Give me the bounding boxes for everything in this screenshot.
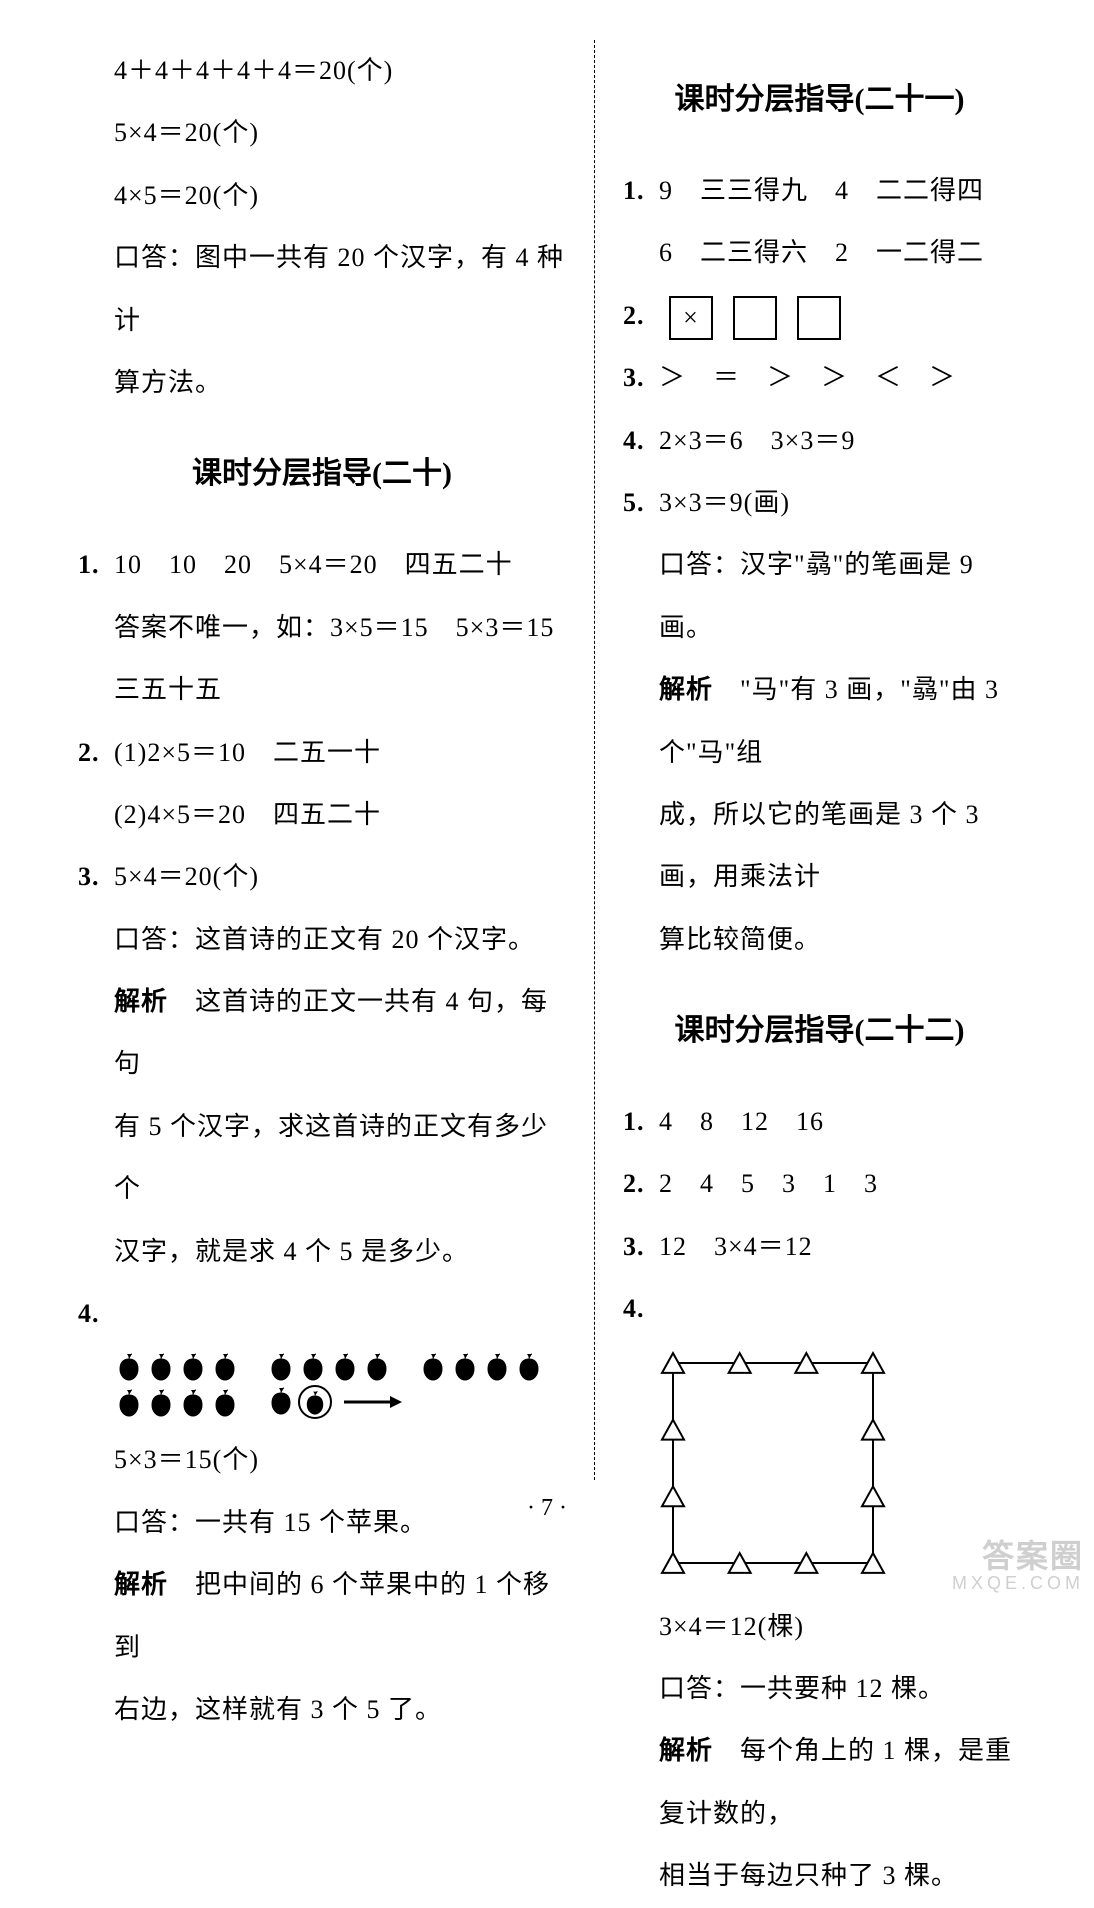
right-column: 课时分层指导(二十一) 1.9 三三得九 4 二二得四 6 二三得六 2 一二得… (595, 40, 1034, 1480)
intro-line: 4＋4＋4＋4＋4＝20(个) (78, 40, 566, 102)
s22-q4-jx: 解析 每个角上的 1 棵，是重复计数的， (623, 1720, 1016, 1845)
intro-line: 5×4＝20(个) (78, 102, 566, 164)
q-num: 3. (78, 846, 114, 908)
q-num: 1. (78, 534, 114, 596)
analysis-label: 解析 (659, 1736, 713, 1765)
q-num: 3. (623, 347, 659, 409)
q-num: 2. (623, 285, 659, 347)
q-num: 2. (78, 722, 114, 784)
s22-q1: 1.4 8 12 16 (623, 1091, 1016, 1153)
section-heading-20: 课时分层指导(二十) (78, 432, 566, 516)
s22-q4-eq: 3×4＝12(棵) (623, 1596, 1016, 1658)
q-num: 1. (623, 160, 659, 222)
r-q5-line: 解析 "马"有 3 画，"骉"由 3 个"马"组 (623, 659, 1016, 784)
analysis-label: 解析 (659, 675, 713, 704)
q2-line: 2.(1)2×5＝10 二五一十 (78, 722, 566, 784)
q3-line: 口答：这首诗的正文有 20 个汉字。 (78, 909, 566, 971)
r-q2-line: 2.× (623, 285, 1016, 347)
analysis-label: 解析 (114, 987, 168, 1016)
s22-q2: 2.2 4 5 3 1 3 (623, 1153, 1016, 1215)
s22-q4-jx: 相当于每边只种了 3 棵。 (623, 1845, 1016, 1907)
s22-q4-ans: 口答：一共要种 12 棵。 (623, 1658, 1016, 1720)
q3-line: 3.5×4＝20(个) (78, 846, 566, 908)
r-q5-line: 算比较简便。 (623, 909, 1016, 971)
q-num: 1. (623, 1091, 659, 1153)
r-q5-line: 口答：汉字"骉"的笔画是 9 画。 (623, 534, 1016, 659)
s22-q3: 3.12 3×4＝12 (623, 1216, 1016, 1278)
page-number: · 7 · (0, 1495, 1094, 1522)
section-heading-22: 课时分层指导(二十二) (623, 989, 1016, 1073)
intro-line: 4×5＝20(个) (78, 165, 566, 227)
q-num: 2. (623, 1153, 659, 1215)
q-num: 3. (623, 1216, 659, 1278)
q4-jx: 解析 把中间的 6 个苹果中的 1 个移到 (78, 1554, 566, 1679)
q-num: 4. (78, 1283, 114, 1345)
r-q1-line: 6 二三得六 2 一二得二 (623, 222, 1016, 284)
left-column: 4＋4＋4＋4＋4＝20(个) 5×4＝20(个) 4×5＝20(个) 口答：图… (60, 40, 595, 1480)
analysis-label: 解析 (114, 1570, 168, 1599)
watermark-title: 答案圈 (952, 1539, 1084, 1574)
r-q5-line: 成，所以它的笔画是 3 个 3 画，用乘法计 (623, 784, 1016, 909)
answer-box: × (669, 296, 713, 340)
q1-line: 1.10 10 20 5×4＝20 四五二十 (78, 534, 566, 596)
r-q5-line: 5.3×3＝9(画) (623, 472, 1016, 534)
q1-line: 答案不唯一，如：3×5＝15 5×3＝15 (78, 597, 566, 659)
answer-box (733, 296, 777, 340)
watermark: 答案圈 MXQE.COM (952, 1539, 1084, 1594)
q3-line: 解析 这首诗的正文一共有 4 句，每句 (78, 971, 566, 1096)
q-num: 4. (623, 1278, 659, 1340)
apples-diagram (78, 1351, 566, 1419)
intro-line: 算方法。 (78, 352, 566, 414)
watermark-url: MXQE.COM (952, 1574, 1084, 1594)
q3-line: 有 5 个汉字，求这首诗的正文有多少个 (78, 1096, 566, 1221)
page: 4＋4＋4＋4＋4＝20(个) 5×4＝20(个) 4×5＝20(个) 口答：图… (0, 0, 1094, 1500)
q4-jx: 右边，这样就有 3 个 5 了。 (78, 1679, 566, 1741)
q-num: 5. (623, 472, 659, 534)
q4-header: 4. (78, 1283, 566, 1345)
q1-line: 三五十五 (78, 659, 566, 721)
answer-box (797, 296, 841, 340)
q-num: 4. (623, 410, 659, 472)
intro-line: 口答：图中一共有 20 个汉字，有 4 种计 (78, 227, 566, 352)
r-q3-line: 3.＞ ＝ ＞ ＞ ＜ ＞ (623, 347, 1016, 409)
q3-line: 汉字，就是求 4 个 5 是多少。 (78, 1221, 566, 1283)
q4-eq: 5×3＝15(个) (78, 1429, 566, 1491)
s22-q4-header: 4. (623, 1278, 1016, 1340)
r-q4-line: 4.2×3＝6 3×3＝9 (623, 410, 1016, 472)
q2-line: (2)4×5＝20 四五二十 (78, 784, 566, 846)
section-heading-21: 课时分层指导(二十一) (623, 58, 1016, 142)
r-q1-line: 1.9 三三得九 4 二二得四 (623, 160, 1016, 222)
